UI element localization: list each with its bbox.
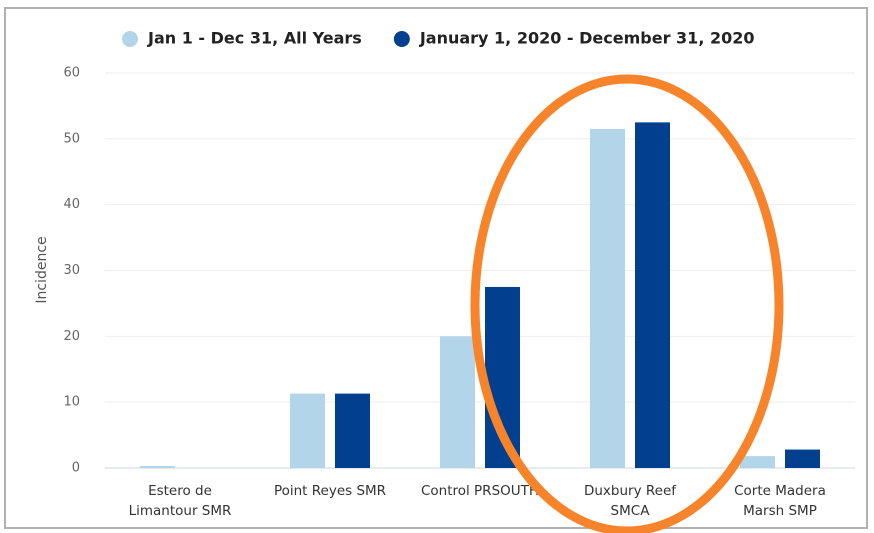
y-axis-label: Incidence	[34, 236, 50, 303]
bars	[140, 122, 820, 469]
y-tick-label: 10	[63, 395, 80, 410]
x-tick-label: Estero de	[148, 483, 212, 499]
bar	[440, 336, 475, 468]
legend-swatch	[122, 31, 138, 47]
y-tick-label: 20	[63, 329, 80, 344]
bar	[140, 466, 175, 468]
labels: 0 10 20 30 40 50 60 Estero de Limantour SMR Point…	[63, 66, 825, 520]
y-tick-label: 40	[63, 197, 80, 212]
legend-swatch	[393, 31, 410, 47]
legend: Jan 1 - Dec 31, All Years January 1, 2020…	[122, 29, 755, 48]
bar	[740, 456, 775, 468]
bar	[335, 393, 370, 468]
x-tick-label: Corte Madera	[734, 483, 826, 499]
x-tick-label: Marsh SMP	[743, 503, 817, 519]
x-tick-label: Control PRSOUTH	[421, 483, 539, 499]
highlight-ellipse	[470, 74, 784, 533]
x-tick-label: Point Reyes SMR	[274, 483, 386, 499]
bar	[785, 449, 820, 468]
x-tick-label: Duxbury Reef	[584, 483, 677, 499]
legend-label: January 1, 2020 - December 31, 2020	[419, 29, 755, 48]
frame	[4, 7, 868, 529]
y-tick-label: 60	[63, 66, 80, 81]
bar	[635, 122, 670, 468]
bar	[590, 128, 625, 469]
y-tick-label: 50	[63, 131, 80, 146]
legend-label: Jan 1 - Dec 31, All Years	[147, 29, 362, 48]
bar	[290, 393, 325, 468]
y-tick-label: 30	[63, 263, 80, 278]
y-tick-label: 0	[72, 461, 80, 476]
x-tick-label: SMCA	[611, 503, 651, 519]
x-tick-label: Limantour SMR	[129, 503, 232, 519]
